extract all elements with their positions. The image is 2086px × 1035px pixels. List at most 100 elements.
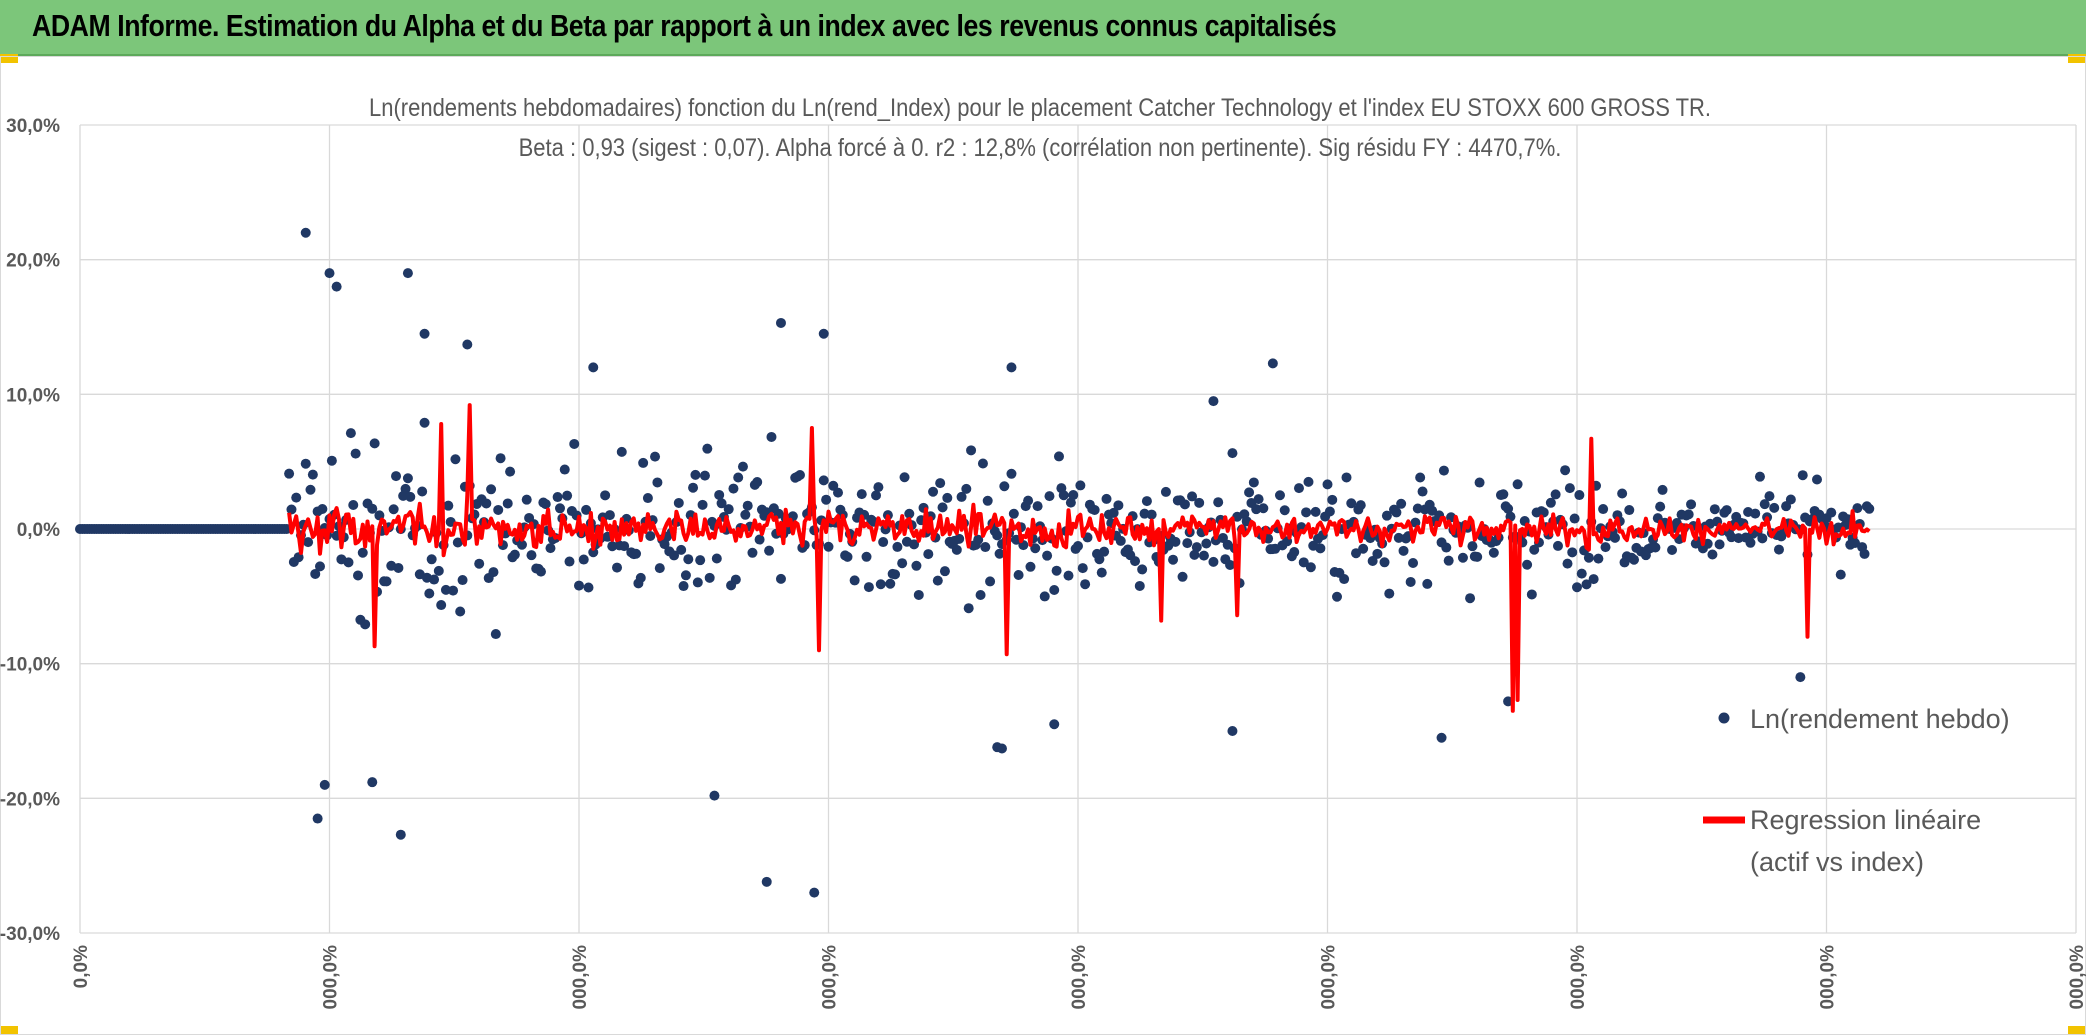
data-point: [310, 568, 321, 579]
data-point: [985, 576, 996, 587]
data-point: [1467, 541, 1478, 552]
data-point-outlier: [395, 829, 406, 840]
data-point: [1593, 553, 1604, 564]
data-point: [326, 455, 337, 466]
data-point: [291, 492, 302, 503]
chart-title-line2: Beta : 0,93 (sigest : 0,07). Alpha forcé…: [518, 134, 1562, 162]
data-point: [307, 469, 318, 480]
data-point: [923, 549, 934, 560]
data-point: [730, 574, 741, 585]
data-point: [764, 545, 775, 556]
corner-marker-top-right: [2068, 54, 2086, 63]
data-point: [1588, 574, 1599, 585]
data-point: [1008, 508, 1019, 519]
data-point-outlier: [1436, 732, 1447, 743]
data-point: [1339, 574, 1350, 585]
data-point: [818, 475, 829, 486]
data-point: [863, 582, 874, 593]
data-point: [1191, 542, 1202, 553]
data-point-outlier: [1227, 726, 1238, 736]
data-point: [481, 498, 492, 509]
data-point-outlier: [419, 328, 430, 339]
data-point: [992, 530, 1003, 541]
data-point: [535, 566, 546, 577]
data-point: [343, 557, 354, 568]
report-header: ADAM Informe. Estimation du Alpha et du …: [0, 0, 2086, 56]
data-point: [604, 510, 615, 521]
data-point: [360, 619, 371, 630]
data-point: [1457, 552, 1468, 563]
data-point: [1179, 499, 1190, 510]
data-point: [1811, 474, 1822, 485]
data-point: [419, 417, 430, 428]
data-point: [1562, 558, 1573, 569]
data-point: [823, 541, 834, 552]
data-point: [1709, 504, 1720, 515]
data-point: [502, 498, 513, 509]
data-point: [509, 549, 520, 560]
data-point: [885, 578, 896, 589]
data-point: [935, 478, 946, 489]
data-point: [904, 508, 915, 519]
data-point: [284, 468, 295, 479]
data-point: [878, 537, 889, 548]
data-point: [1279, 505, 1290, 516]
data-point: [305, 484, 316, 495]
data-point-outlier: [992, 742, 1003, 753]
data-point: [1379, 557, 1390, 568]
data-point: [1488, 547, 1499, 558]
data-point: [676, 544, 687, 555]
data-point: [999, 481, 1010, 492]
data-point: [1301, 507, 1312, 518]
data-point: [1274, 490, 1285, 501]
data-point: [994, 548, 1005, 559]
data-point: [1327, 494, 1338, 505]
data-point: [711, 553, 722, 564]
data-point: [1574, 490, 1585, 501]
data-point: [909, 539, 920, 550]
data-point: [564, 556, 575, 567]
data-point: [1686, 499, 1697, 510]
legend-points-marker: [1718, 712, 1730, 724]
data-point: [1073, 540, 1083, 551]
data-point: [1757, 533, 1768, 544]
data-point: [1545, 497, 1556, 508]
data-point-outlier: [775, 317, 786, 328]
data-point: [873, 482, 884, 493]
data-point: [369, 438, 380, 449]
data-point: [495, 453, 506, 464]
data-point: [1367, 555, 1378, 566]
data-point: [1384, 588, 1395, 599]
data-point: [1655, 501, 1666, 512]
data-point: [516, 539, 527, 550]
data-point: [973, 534, 984, 545]
data-point: [1443, 555, 1454, 566]
data-point: [977, 458, 988, 469]
data-point-outlier: [367, 777, 378, 788]
chart-title-line1: Ln(rendements hebdomadaires) fonction du…: [368, 94, 1712, 122]
data-point: [695, 555, 706, 566]
data-point: [486, 484, 497, 495]
data-point: [1393, 532, 1404, 543]
data-point: [1289, 547, 1300, 558]
data-point: [1569, 513, 1580, 524]
data-point: [559, 464, 570, 475]
data-point: [612, 562, 623, 573]
data-point: [638, 457, 649, 468]
y-tick-label: 20,0%: [6, 251, 60, 272]
data-point: [1683, 509, 1694, 520]
data-point: [1053, 451, 1064, 462]
x-tick-label: 000,0%: [1568, 945, 1589, 1010]
data-point: [723, 504, 734, 515]
data-point: [1396, 498, 1407, 509]
regression-line: [287, 403, 1871, 713]
data-point: [1764, 491, 1775, 502]
data-point: [1826, 507, 1837, 518]
data-point: [1415, 472, 1426, 483]
data-point: [417, 486, 428, 497]
data-point: [1170, 536, 1181, 547]
data-point: [1253, 494, 1264, 505]
data-point: [975, 590, 986, 601]
data-point-outlier: [300, 227, 311, 238]
